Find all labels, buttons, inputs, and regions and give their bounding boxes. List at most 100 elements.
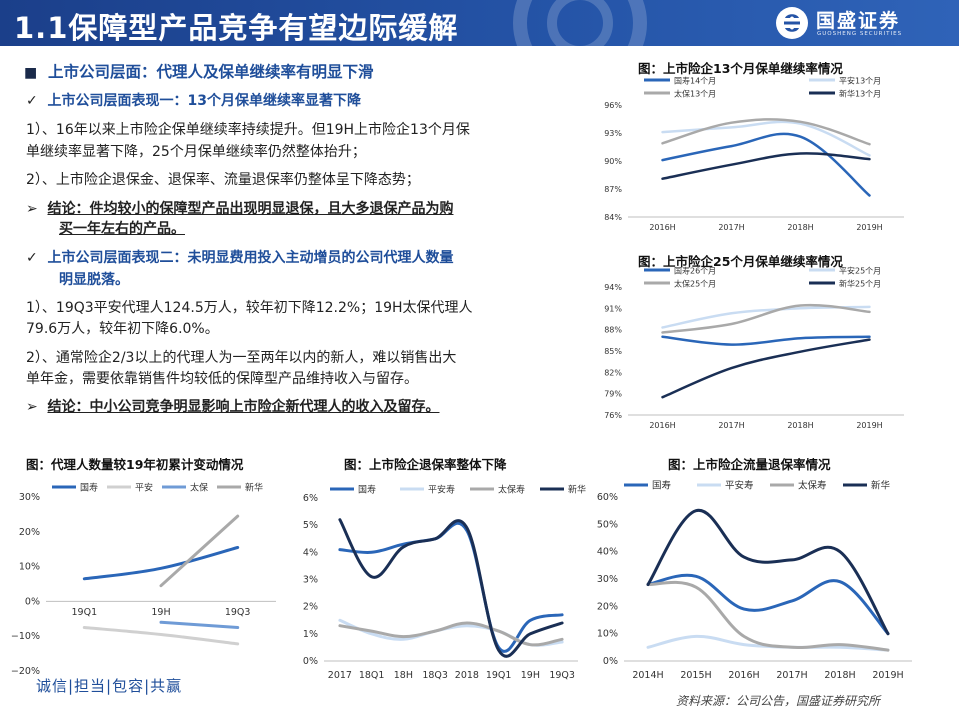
y-tick-label: 94% xyxy=(604,283,622,292)
x-tick-label: 2018H xyxy=(824,670,855,681)
series-line xyxy=(663,122,870,155)
y-tick-label: 1% xyxy=(303,629,318,640)
series-line xyxy=(161,622,238,627)
paragraph-1-line-2: 单继续率显著下降，25个月保单继续率仍然整体抬升； xyxy=(26,143,366,162)
y-tick-label: 2% xyxy=(303,602,318,613)
chart-flow-title: 图：上市险企流量退保率情况 xyxy=(668,454,831,473)
x-tick-label: 19H xyxy=(151,607,170,618)
y-tick-label: 40% xyxy=(597,547,618,558)
chart-flow-surrender-rate: 0% 10% 20% 30% 40% 50% 60% 2014H 2015H 2016H 2017H… xyxy=(592,475,927,685)
y-tick-label: 93% xyxy=(604,129,622,138)
y-tick-label: 3% xyxy=(303,575,318,586)
x-tick-label: 19Q1 xyxy=(72,607,98,618)
brand-emblem-icon xyxy=(776,7,808,39)
x-tick-label: 2017H xyxy=(776,670,807,681)
legend-label: 国寿 xyxy=(652,480,671,492)
footer-slogan: 诚信|担当|包容|共赢 xyxy=(36,675,182,696)
y-tick-label: 4% xyxy=(303,547,318,558)
y-tick-label: 20% xyxy=(19,527,40,538)
x-tick-label: 2019H xyxy=(856,421,882,430)
y-tick-label: 10% xyxy=(597,629,618,640)
series-line xyxy=(663,307,870,328)
x-tick-label: 2017H xyxy=(718,421,744,430)
subheading-2-line-2: 明显脱落。 xyxy=(59,271,129,290)
legend-label: 平安 xyxy=(135,482,153,494)
x-tick-label: 19Q3 xyxy=(225,607,251,618)
series-line xyxy=(663,134,870,196)
y-tick-label: 10% xyxy=(19,562,40,573)
subheading-1: ✓ 上市公司层面表现一：13个月保单继续率显著下降 xyxy=(26,92,361,111)
paragraph-3-line-2: 79.6万人，较年初下降6.0%。 xyxy=(26,320,219,339)
subheading-2-line-1: ✓ 上市公司层面表现二：未明显费用投入主动增员的公司代理人数量 xyxy=(26,249,453,268)
footer-source: 资料来源：公司公告，国盛证券研究所 xyxy=(676,692,880,709)
legend-label: 新华 xyxy=(871,480,891,492)
header-decoration-icon xyxy=(420,0,740,46)
y-tick-label: 6% xyxy=(303,493,318,504)
series-line xyxy=(84,628,237,644)
paragraph-3-line-1: 1）、19Q3平安代理人124.5万人，较年初下降12.2%；19H太保代理人 xyxy=(26,299,473,318)
legend-label: 太保 xyxy=(190,482,208,494)
legend-label: 新华13个月 xyxy=(839,89,881,99)
check-icon: ✓ xyxy=(26,93,38,109)
legend-label: 国寿14个月 xyxy=(674,76,716,86)
arrow-bullet-icon: ➢ xyxy=(26,399,38,415)
y-tick-label: 30% xyxy=(597,574,618,585)
legend-label: 新华 xyxy=(245,482,263,494)
series-line xyxy=(84,548,237,579)
y-tick-label: 85% xyxy=(604,347,622,356)
chart-25m-renewal: 76% 79% 82% 85% 88% 91% 94% 2016H 2017H 2018H 2019… xyxy=(596,265,916,437)
section-heading: ■ 上市公司层面：代理人及保单继续率有明显下滑 xyxy=(24,62,374,83)
x-tick-label: 2016H xyxy=(649,223,675,232)
y-tick-label: 87% xyxy=(604,185,622,194)
chart-surrender-rate: 0% 1% 2% 3% 4% 5% 6% 2017 18Q1 18H 18Q3 2018 19Q1 19H… xyxy=(296,475,586,685)
brand-subtitle: GUOSHENG SECURITIES xyxy=(817,31,902,37)
chart-agent-title: 图：代理人数量较19年初累计变动情况 xyxy=(26,454,243,473)
chart-surrender-title: 图：上市险企退保率整体下降 xyxy=(344,454,507,473)
y-tick-label: 5% xyxy=(303,520,318,531)
legend-label: 新华25个月 xyxy=(839,279,881,289)
y-tick-label: 30% xyxy=(19,492,40,503)
legend-label: 国寿 xyxy=(358,484,376,496)
x-tick-label: 18H xyxy=(394,670,413,681)
series-line xyxy=(648,582,888,650)
legend-label: 太保寿 xyxy=(498,484,525,496)
y-tick-label: 0% xyxy=(603,656,618,667)
x-tick-label: 2016H xyxy=(728,670,759,681)
series-line xyxy=(663,337,870,345)
chart-13m-renewal: 84% 87% 90% 93% 96% 2016H 2017H 2018H 2019H 国寿14个… xyxy=(596,72,916,242)
legend-label: 国寿 xyxy=(80,482,98,494)
conclusion-2: ➢ 结论：中小公司竞争明显影响上市险企新代理人的收入及留存。 xyxy=(26,398,439,417)
y-tick-label: 84% xyxy=(604,213,622,222)
y-tick-label: 0% xyxy=(25,596,40,607)
legend-label: 平安13个月 xyxy=(839,76,881,86)
y-tick-label: 50% xyxy=(597,519,618,530)
y-tick-label: 90% xyxy=(604,157,622,166)
y-tick-label: 60% xyxy=(597,492,618,503)
series-line xyxy=(648,510,888,633)
legend-label: 平安25个月 xyxy=(839,266,881,276)
x-tick-label: 2015H xyxy=(680,670,711,681)
legend-label: 太保25个月 xyxy=(674,279,716,289)
x-tick-label: 19Q1 xyxy=(486,670,512,681)
brand-name: 国盛证券 xyxy=(816,6,900,33)
y-tick-label: 82% xyxy=(604,368,622,377)
y-tick-label: 79% xyxy=(604,390,622,399)
check-icon: ✓ xyxy=(26,250,38,266)
legend-label: 太保13个月 xyxy=(674,89,716,99)
y-tick-label: 76% xyxy=(604,411,622,420)
chart-agent-change: −20% −10% 0% 10% 20% 30% 19Q1 19H 19Q3 国寿 平安 太保 新华 xyxy=(4,475,294,680)
y-tick-label: 88% xyxy=(604,326,622,335)
x-tick-label: 2018 xyxy=(455,670,479,681)
x-tick-label: 2017H xyxy=(718,223,744,232)
paragraph-4-line-2: 单年金，需要依靠销售件均较低的保障型产品维持收入与留存。 xyxy=(26,370,418,389)
legend-label: 太保寿 xyxy=(798,480,827,492)
paragraph-4-line-1: 2）、通常险企2/3以上的代理人为一至两年以内的新人，难以销售出大 xyxy=(26,349,456,368)
header-bar: 1.1保障型产品竞争有望边际缓解 国盛证券 GUOSHENG SECURITIE… xyxy=(0,0,959,46)
x-tick-label: 2017 xyxy=(328,670,352,681)
y-tick-label: 0% xyxy=(303,656,318,667)
page-title: 1.1保障型产品竞争有望边际缓解 xyxy=(14,5,458,47)
paragraph-2: 2）、上市险企退保金、退保率、流量退保率仍整体呈下降态势； xyxy=(26,171,420,190)
x-tick-label: 18Q1 xyxy=(359,670,385,681)
brand-logo: 国盛证券 GUOSHENG SECURITIES xyxy=(770,4,959,44)
x-tick-label: 19Q3 xyxy=(549,670,575,681)
